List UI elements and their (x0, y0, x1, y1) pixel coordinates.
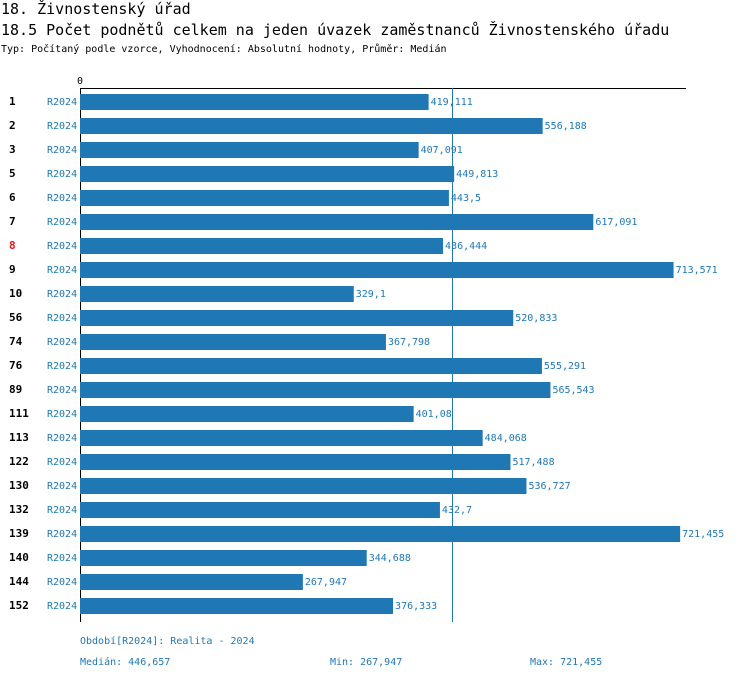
bar (80, 454, 511, 470)
bar-value-label: 432,7 (442, 505, 472, 516)
row-id-label: 132 (9, 503, 29, 516)
chart-title: 18.5 Počet podnětů celkem na jeden úvaze… (1, 21, 670, 39)
footer-period: Období[R2024]: Realita - 2024 (80, 636, 255, 647)
bar (80, 166, 455, 182)
row-series-label: R2024 (47, 529, 77, 540)
bar (80, 478, 527, 494)
bar-value-label: 449,813 (456, 169, 498, 180)
bar (80, 310, 514, 326)
row-id-label: 140 (9, 551, 29, 564)
row-series-label: R2024 (47, 337, 77, 348)
footer-min: Min: 267,947 (330, 657, 403, 668)
row-id-label: 8 (9, 239, 16, 252)
row-id-label: 2 (9, 119, 16, 132)
row-id-label: 130 (9, 479, 29, 492)
bar-value-label: 517,488 (512, 457, 554, 468)
bar (80, 526, 681, 542)
bar (80, 190, 449, 206)
bar-value-label: 443,5 (451, 193, 481, 204)
bar (80, 502, 440, 518)
footer-median: Medián: 446,657 (80, 657, 171, 668)
row-series-label: R2024 (47, 577, 77, 588)
row-series-label: R2024 (47, 193, 77, 204)
row-id-label: 5 (9, 167, 16, 180)
row-id-label: 7 (9, 215, 16, 228)
chart-meta: Typ: Počítaný podle vzorce, Vyhodnocení:… (1, 44, 447, 55)
row-id-label: 10 (9, 287, 22, 300)
row-id-label: 152 (9, 599, 29, 612)
row-series-label: R2024 (47, 169, 77, 180)
row-series-label: R2024 (47, 481, 77, 492)
bar-value-label: 401,08 (416, 409, 452, 420)
bar-value-label: 367,798 (388, 337, 430, 348)
row-id-label: 56 (9, 311, 23, 324)
row-id-label: 139 (9, 527, 29, 540)
bar-value-label: 721,455 (682, 529, 724, 540)
bar-value-label: 520,833 (515, 313, 557, 324)
bar-value-label: 565,543 (552, 385, 594, 396)
row-series-label: R2024 (47, 409, 77, 420)
row-id-label: 1 (9, 95, 16, 108)
bar-value-label: 484,068 (485, 433, 527, 444)
bar (80, 430, 483, 446)
section-title: 18. Živnostenský úřad (1, 0, 191, 18)
row-id-label: 3 (9, 143, 16, 156)
bar (80, 94, 429, 110)
row-series-label: R2024 (47, 385, 77, 396)
bar (80, 334, 386, 350)
row-series-label: R2024 (47, 601, 77, 612)
row-series-label: R2024 (47, 505, 77, 516)
bar (80, 142, 419, 158)
bar (80, 358, 542, 374)
row-series-label: R2024 (47, 97, 77, 108)
bar (80, 286, 354, 302)
row-id-label: 6 (9, 191, 16, 204)
bar (80, 406, 414, 422)
bar-value-label: 376,333 (395, 601, 437, 612)
bar-value-label: 617,091 (595, 217, 637, 228)
row-series-label: R2024 (47, 457, 77, 468)
bar-value-label: 555,291 (544, 361, 586, 372)
row-id-label: 113 (9, 431, 29, 444)
row-id-label: 122 (9, 455, 29, 468)
bar (80, 382, 551, 398)
row-series-label: R2024 (47, 361, 77, 372)
row-series-label: R2024 (47, 313, 77, 324)
bar (80, 118, 543, 134)
row-id-label: 74 (9, 335, 23, 348)
bar-value-label: 329,1 (356, 289, 386, 300)
row-series-label: R2024 (47, 265, 77, 276)
bar (80, 238, 444, 254)
row-id-label: 144 (9, 575, 29, 588)
row-series-label: R2024 (47, 145, 77, 156)
bar-value-label: 536,727 (528, 481, 570, 492)
bar-value-label: 556,188 (545, 121, 587, 132)
bar-value-label: 419,111 (431, 97, 473, 108)
bar (80, 574, 303, 590)
bar-value-label: 713,571 (676, 265, 718, 276)
row-series-label: R2024 (47, 241, 77, 252)
row-series-label: R2024 (47, 553, 77, 564)
bar (80, 550, 367, 566)
footer-max: Max: 721,455 (530, 657, 603, 668)
row-series-label: R2024 (47, 217, 77, 228)
row-id-label: 89 (9, 383, 22, 396)
x-tick-label: 0 (77, 76, 83, 87)
bar-value-label: 407,091 (421, 145, 463, 156)
row-series-label: R2024 (47, 289, 77, 300)
row-series-label: R2024 (47, 433, 77, 444)
bar-value-label: 267,947 (305, 577, 347, 588)
bar (80, 262, 674, 278)
row-id-label: 111 (9, 407, 29, 420)
bar-value-label: 344,688 (369, 553, 411, 564)
row-id-label: 76 (9, 359, 23, 372)
bar-value-label: 436,444 (445, 241, 487, 252)
bar (80, 598, 394, 614)
row-series-label: R2024 (47, 121, 77, 132)
row-id-label: 9 (9, 263, 16, 276)
bar (80, 214, 594, 230)
